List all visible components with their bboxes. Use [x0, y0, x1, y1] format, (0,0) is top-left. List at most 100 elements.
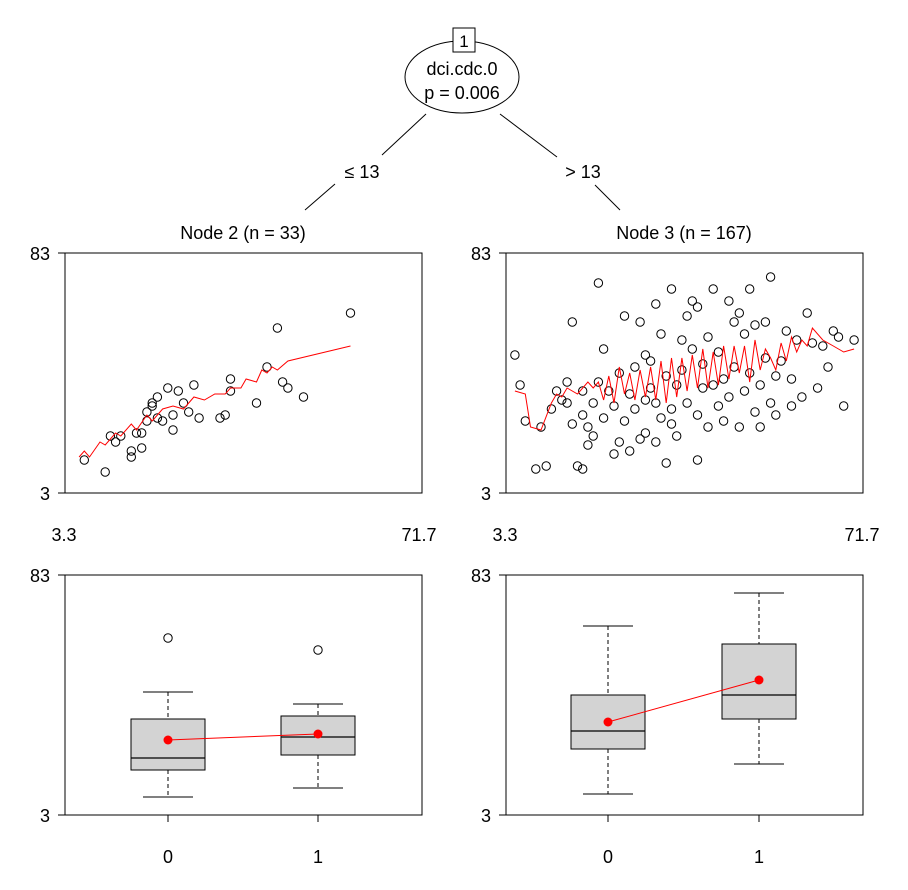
- node3-scatter-point: [619, 311, 630, 321]
- split-label-right: > 13: [565, 162, 601, 182]
- node2-scatter-point: [131, 428, 142, 438]
- node3-mean-line: [607, 679, 760, 723]
- node3-box-xtick-label-0: 0: [603, 847, 613, 867]
- root-node-variable: dci.cdc.0: [426, 59, 497, 79]
- node2-scatter-point: [272, 323, 283, 333]
- node3-scatter-point: [593, 377, 604, 387]
- node2-mean-point: [163, 735, 173, 745]
- node3-scatter-point: [734, 422, 744, 432]
- node3-scatter-point: [651, 437, 661, 447]
- node3-scatter-point: [718, 416, 729, 426]
- root-node-id: 1: [459, 32, 468, 51]
- node3-scatter-point: [557, 395, 567, 405]
- node2-box-frame: [64, 574, 423, 816]
- node3-scatter-point: [635, 434, 645, 444]
- node3-scatter-point: [541, 461, 551, 471]
- node3-box-0: [570, 625, 646, 795]
- node3-scatter-point: [765, 398, 776, 408]
- node3-scatter-point: [682, 311, 692, 321]
- node3-scatter-point: [755, 422, 765, 432]
- node3-scatter-point: [604, 386, 614, 396]
- node3-scatter-point: [630, 404, 640, 414]
- node3-scatter-plot: [510, 272, 859, 474]
- node2-scatter-point: [110, 437, 121, 447]
- node3-scatter-point: [562, 398, 572, 408]
- node3-scatter-point: [567, 419, 577, 429]
- node2-scatter-point: [225, 386, 236, 396]
- tree-edge-right-lower: [594, 184, 621, 211]
- node3-scatter-point: [619, 416, 630, 426]
- node3-scatter-point: [593, 278, 604, 288]
- node3-scatter-point: [546, 404, 557, 414]
- node2-scatter-point: [142, 407, 152, 417]
- node3-scatter-point: [687, 296, 697, 306]
- node2-scatter-point: [163, 383, 173, 393]
- node3-scatter-point: [551, 386, 562, 396]
- node2-box-ytick-label-top: 83: [30, 566, 50, 586]
- node3-scatter-point: [745, 368, 755, 378]
- node3-scatter-point: [598, 413, 609, 423]
- node2-box-plot: [130, 633, 356, 798]
- node3-scatter-point: [562, 377, 572, 387]
- node2-scatter-point: [157, 416, 168, 426]
- node3-scatter-point: [625, 446, 635, 456]
- node2-scatter-point: [137, 428, 147, 438]
- node3-scatter-point: [640, 350, 651, 360]
- node3-scatter-point: [849, 335, 859, 345]
- node3-scatter-point: [588, 431, 598, 441]
- node2-box-1: [280, 645, 356, 789]
- node3-scatter-point: [750, 407, 760, 417]
- node3-scatter-point: [750, 320, 760, 330]
- node3-scatter-point: [677, 335, 687, 345]
- node3-scatter-point: [567, 317, 577, 327]
- node3-scatter-point: [609, 449, 619, 459]
- node3-scatter-point: [828, 326, 838, 336]
- node3-box-frame: [505, 574, 864, 816]
- node2-scatter-point: [345, 308, 356, 318]
- node3-scatter-point: [625, 389, 635, 399]
- node3-scatter-point: [578, 464, 588, 474]
- node3-scatter-point: [724, 392, 734, 402]
- node2-scatter-point: [298, 392, 309, 402]
- root-node-pvalue: p = 0.006: [424, 83, 500, 103]
- node3-scatter-point: [812, 383, 823, 393]
- node3-scatter-point: [807, 338, 818, 348]
- node3-scatter-point: [755, 380, 765, 390]
- node3-scatter-point: [692, 302, 703, 312]
- node3-scatter-point: [692, 455, 703, 465]
- node3-scatter-point: [703, 332, 713, 342]
- node2-title: Node 2 (n = 33): [180, 223, 306, 243]
- node3-scatter-point: [760, 317, 771, 327]
- node3-scatter-point: [651, 299, 661, 309]
- node2-scatter-point: [215, 413, 225, 423]
- node3-scatter-fit-line: [514, 326, 855, 431]
- node2-outlier: [163, 633, 173, 643]
- node2-scatter-point: [168, 410, 178, 420]
- node3-title: Node 3 (n = 167): [616, 223, 752, 243]
- node3-scatter-point: [781, 326, 791, 336]
- node2-scatter-fit-line: [78, 345, 351, 458]
- node2-ytick-label-top: 83: [30, 244, 50, 264]
- node2-scatter-point: [184, 407, 194, 417]
- node3-scatter-point: [661, 458, 671, 468]
- node3-scatter-point: [666, 284, 677, 294]
- node3-scatter-point: [583, 440, 593, 450]
- node2-scatter-point: [147, 398, 157, 408]
- node3-scatter-point: [692, 410, 703, 420]
- node3-mean-point: [754, 675, 764, 685]
- node2-scatter-point: [79, 455, 90, 465]
- node3-scatter-point: [515, 380, 525, 390]
- node3-scatter-point: [698, 383, 708, 393]
- node2-box-xtick-label-0: 0: [163, 847, 173, 867]
- node2-ytick-label-bottom: 3: [40, 484, 50, 504]
- node3-scatter-point: [578, 386, 588, 396]
- node3-scatter-point: [786, 401, 797, 411]
- node3-scatter-point: [536, 422, 546, 432]
- node2-scatter-plot: [78, 308, 356, 477]
- node2-scatter-point: [189, 380, 199, 390]
- node3-scatter-point: [666, 419, 677, 429]
- node3-scatter-point: [666, 404, 677, 414]
- node3-scatter-point: [802, 308, 812, 318]
- node3-scatter-point: [823, 362, 833, 372]
- node3-scatter-point: [833, 332, 844, 342]
